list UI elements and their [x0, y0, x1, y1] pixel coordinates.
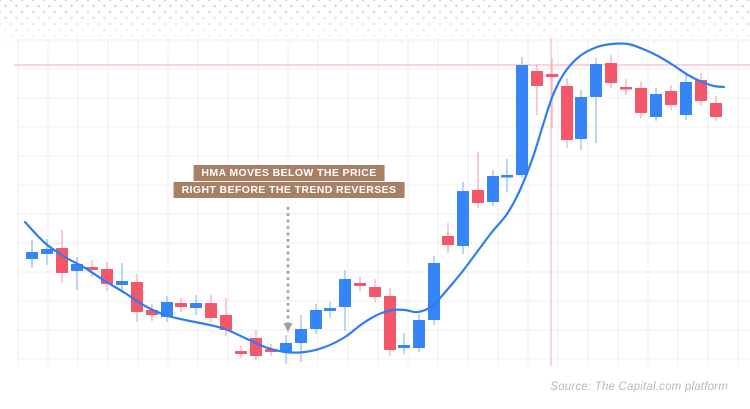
candle-up	[501, 175, 513, 178]
candle-down	[531, 71, 543, 86]
annotation-callout: HMA MOVES BELOW THE PRICE RIGHT BEFORE T…	[173, 165, 405, 199]
candle-up	[339, 279, 351, 307]
candle-up	[590, 64, 602, 97]
candle-down	[220, 315, 232, 330]
candle-down	[442, 236, 454, 245]
candle-down	[472, 190, 484, 203]
candle-up	[26, 252, 38, 259]
candle-up	[190, 303, 202, 308]
candle-down	[369, 287, 381, 297]
candle-down	[546, 74, 558, 77]
candle-up	[650, 94, 662, 117]
candle-up	[413, 320, 425, 348]
candle-down	[695, 80, 707, 101]
candle-down	[605, 63, 617, 83]
annotation-line-2: RIGHT BEFORE THE TREND REVERSES	[173, 182, 405, 198]
candle-up	[310, 310, 322, 329]
source-credit: Source: The Capital.com platform	[550, 381, 728, 393]
annotation-arrow	[283, 207, 293, 332]
candle-up	[280, 343, 292, 352]
arrow-head-icon	[283, 323, 293, 332]
candle-down	[635, 88, 647, 113]
hma-line	[23, 42, 726, 354]
candles-layer	[26, 55, 722, 364]
candle-up	[428, 263, 440, 320]
candle-up	[398, 345, 410, 348]
candle-down	[561, 86, 573, 140]
candle-up	[457, 191, 469, 246]
crosshair-lines	[14, 38, 750, 366]
candle-down	[384, 296, 396, 350]
candle-up	[41, 249, 53, 254]
candle-down	[665, 91, 677, 105]
candle-down	[354, 283, 366, 286]
candle-down	[175, 303, 187, 307]
annotation-line-1: HMA MOVES BELOW THE PRICE	[193, 165, 385, 181]
candle-down	[205, 303, 217, 318]
candle-up	[161, 302, 173, 317]
candle-up	[487, 176, 499, 202]
candle-up	[516, 65, 528, 175]
candle-down	[235, 351, 247, 354]
candle-up	[324, 308, 336, 311]
candle-up	[575, 97, 587, 139]
candle-up	[680, 82, 692, 115]
candle-up	[116, 281, 128, 285]
candle-down	[620, 87, 632, 90]
candle-down	[710, 103, 722, 117]
candle-up	[295, 329, 307, 343]
candle-down	[131, 282, 143, 312]
